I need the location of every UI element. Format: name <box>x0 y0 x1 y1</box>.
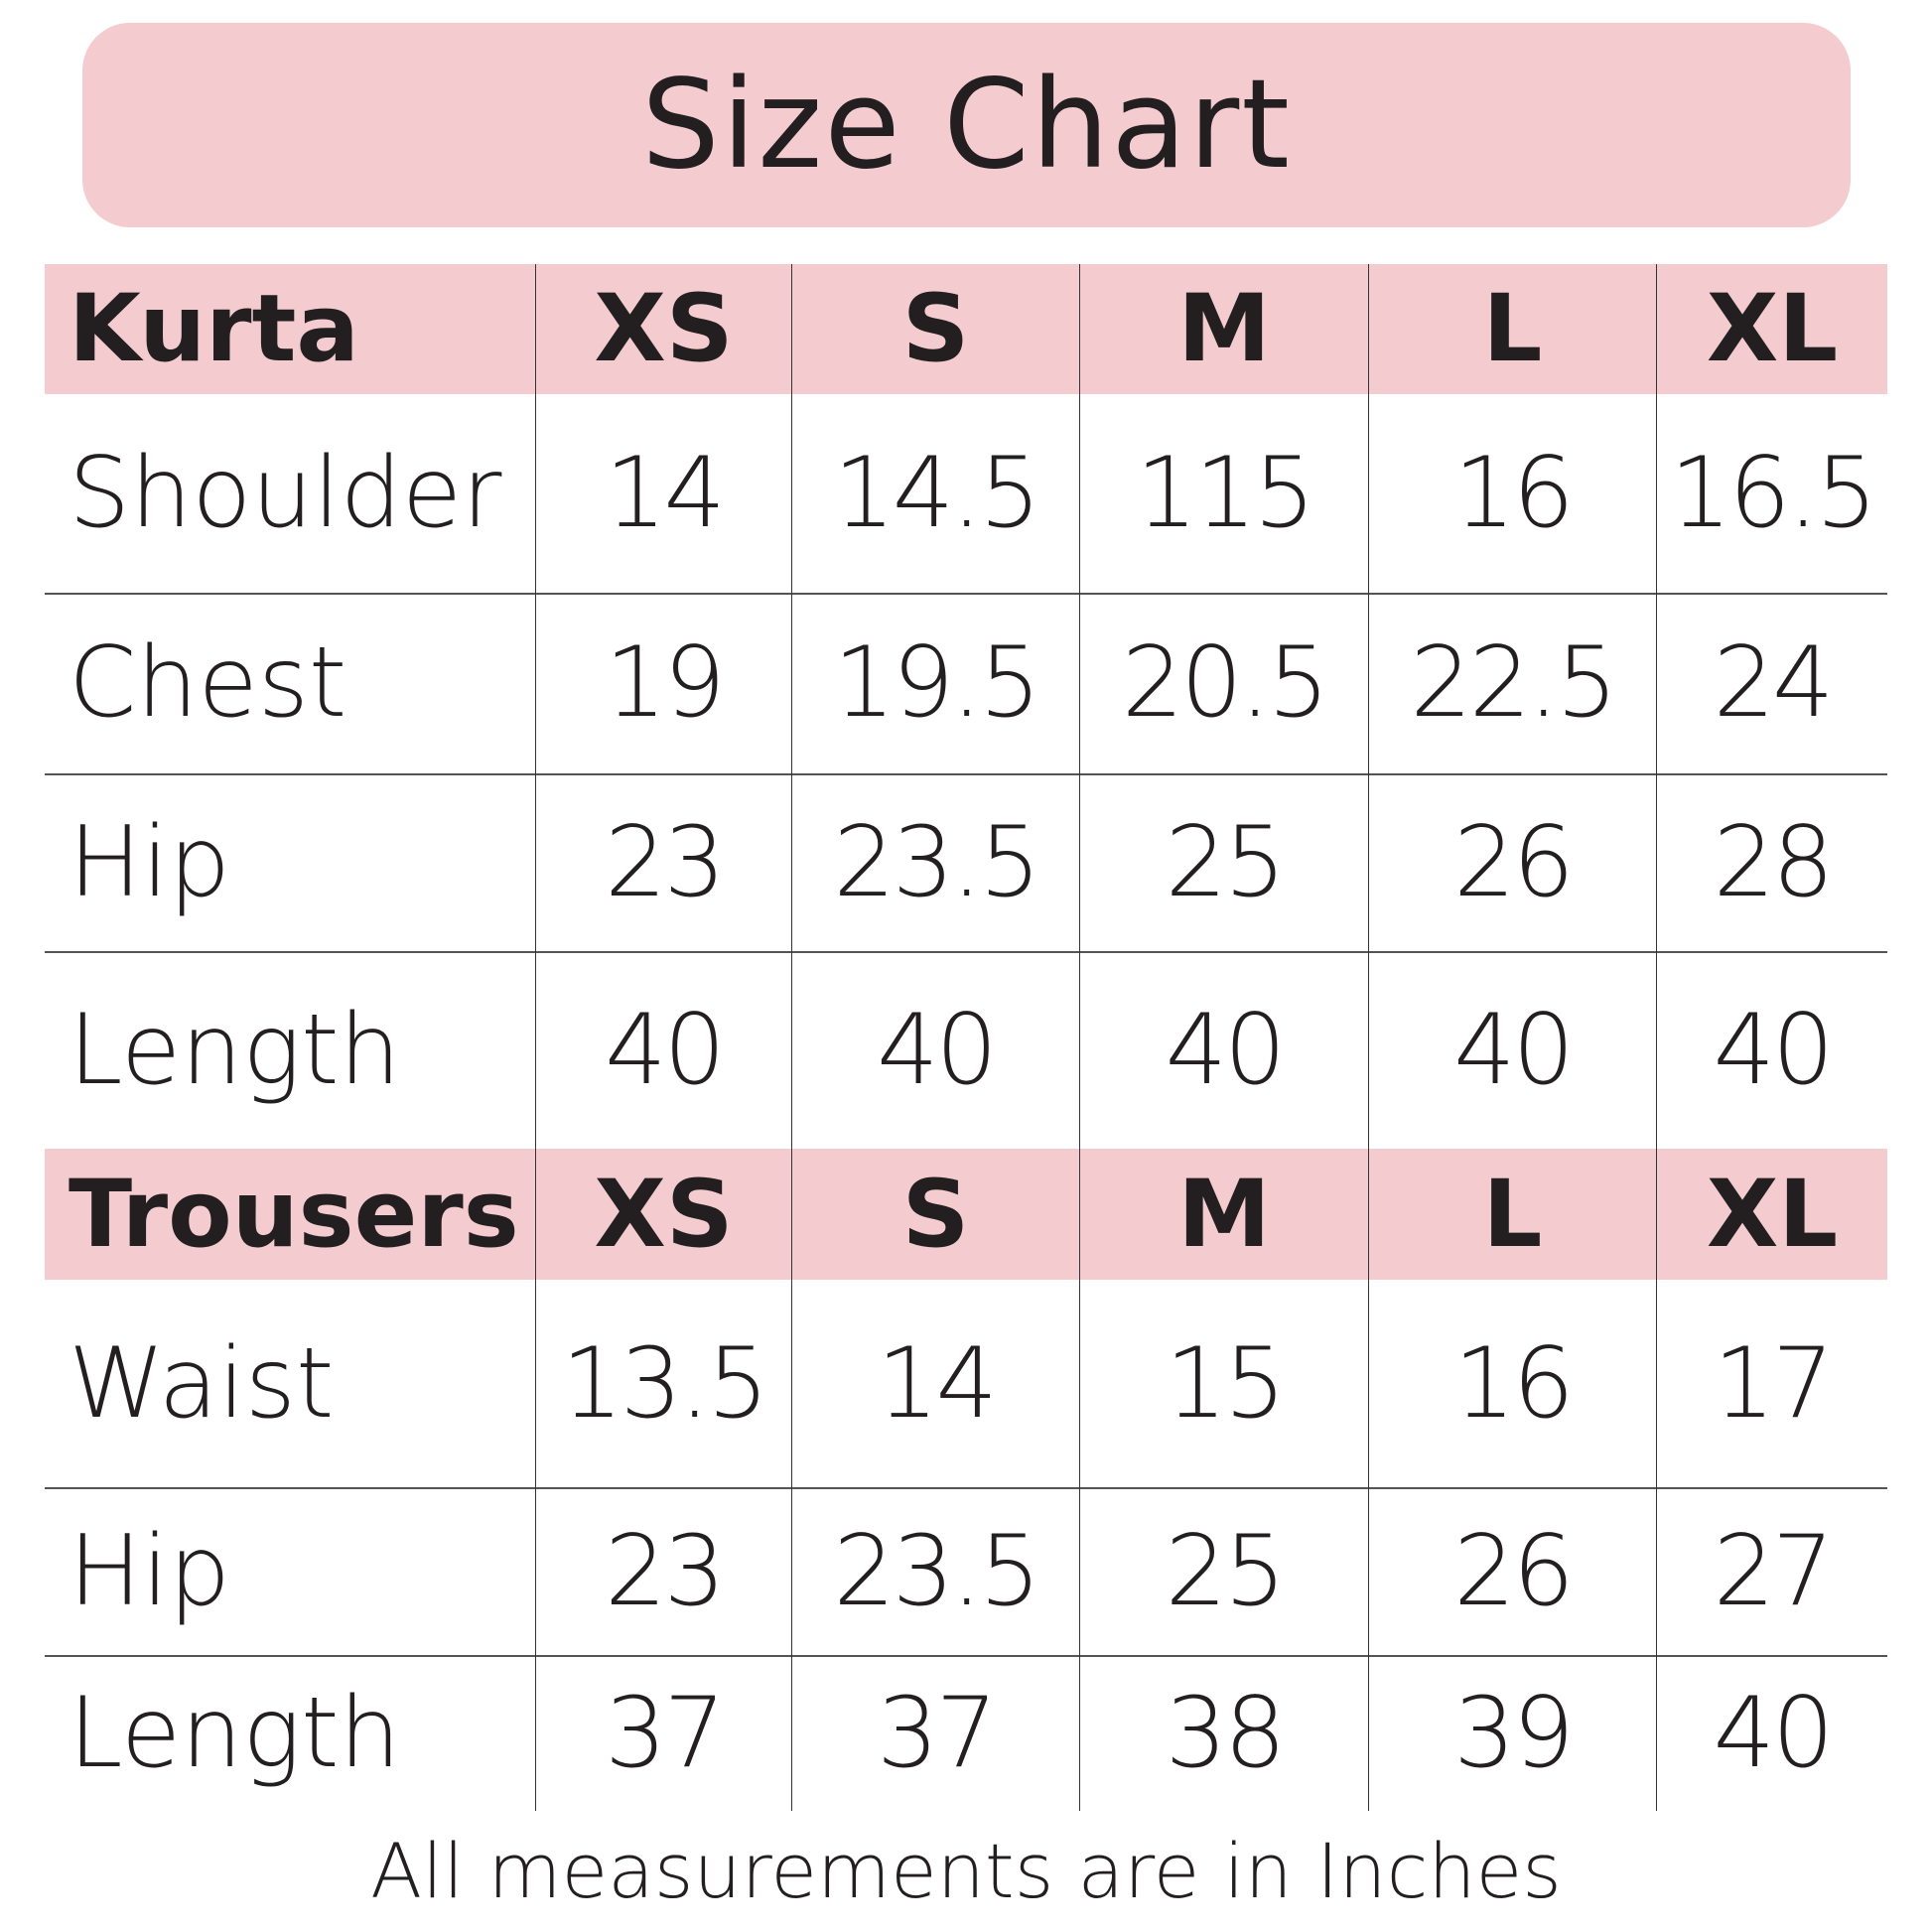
measurement-value: 23 <box>535 1487 791 1655</box>
title-banner: Size Chart <box>82 23 1851 227</box>
measurement-value: 16.5 <box>1656 394 1887 593</box>
measurement-value: 25 <box>1079 773 1368 951</box>
table-row: Length 37 37 38 39 40 <box>45 1655 1887 1811</box>
measurement-note: All measurements are in Inches <box>370 1827 1562 1915</box>
page-title: Size Chart <box>641 54 1292 197</box>
size-header-m: M <box>1079 1149 1368 1280</box>
table-row: Waist 13.5 14 15 16 17 <box>45 1280 1887 1489</box>
measurement-value: 28 <box>1656 773 1887 951</box>
size-header-xs: XS <box>535 264 791 394</box>
size-header-m: M <box>1079 264 1368 394</box>
table-row: Shoulder 14 14.5 115 16 16.5 <box>45 394 1887 595</box>
measurement-value: 24 <box>1656 593 1887 773</box>
table-row: Length 40 40 40 40 40 <box>45 951 1887 1149</box>
section-header-trousers: Trousers XS S M L XL <box>45 1149 1887 1280</box>
size-header-s: S <box>791 1149 1079 1280</box>
section-title: Kurta <box>69 275 359 383</box>
measurement-label: Waist <box>69 1326 335 1441</box>
measurement-value: 16 <box>1368 394 1656 593</box>
measurement-value: 23.5 <box>791 1487 1079 1655</box>
measurement-label: Length <box>69 993 401 1107</box>
measurement-value: 22.5 <box>1368 593 1656 773</box>
measurement-label: Length <box>69 1676 401 1790</box>
measurement-value: 40 <box>1079 951 1368 1149</box>
measurement-value: 26 <box>1368 773 1656 951</box>
measurement-value: 40 <box>535 951 791 1149</box>
size-header-s: S <box>791 264 1079 394</box>
measurement-value: 23 <box>535 773 791 951</box>
section-title: Trousers <box>69 1160 519 1269</box>
measurement-value: 17 <box>1656 1280 1887 1487</box>
measurement-value: 115 <box>1079 394 1368 593</box>
measurement-value: 40 <box>791 951 1079 1149</box>
measurement-value: 16 <box>1368 1280 1656 1487</box>
size-header-xs: XS <box>535 1149 791 1280</box>
measurement-value: 13.5 <box>535 1280 791 1487</box>
table-row: Hip 23 23.5 25 26 27 <box>45 1487 1887 1657</box>
measurement-value: 19 <box>535 593 791 773</box>
measurement-label: Chest <box>69 626 347 740</box>
table-row: Hip 23 23.5 25 26 28 <box>45 773 1887 953</box>
measurement-value: 14.5 <box>791 394 1079 593</box>
table-row: Chest 19 19.5 20.5 22.5 24 <box>45 593 1887 775</box>
measurement-value: 14 <box>535 394 791 593</box>
measurement-value: 15 <box>1079 1280 1368 1487</box>
measurement-value: 40 <box>1368 951 1656 1149</box>
measurement-label: Hip <box>69 1514 231 1628</box>
measurement-value: 26 <box>1368 1487 1656 1655</box>
measurement-label: Shoulder <box>69 437 502 550</box>
measurement-value: 40 <box>1656 1655 1887 1811</box>
size-header-l: L <box>1368 1149 1656 1280</box>
section-header-kurta: Kurta XS S M L XL <box>45 264 1887 394</box>
measurement-label: Hip <box>69 805 231 919</box>
measurement-value: 27 <box>1656 1487 1887 1655</box>
measurement-value: 39 <box>1368 1655 1656 1811</box>
measurement-value: 38 <box>1079 1655 1368 1811</box>
size-header-xl: XL <box>1656 1149 1887 1280</box>
measurement-value: 19.5 <box>791 593 1079 773</box>
size-header-xl: XL <box>1656 264 1887 394</box>
measurement-value: 40 <box>1656 951 1887 1149</box>
measurement-value: 25 <box>1079 1487 1368 1655</box>
measurement-value: 23.5 <box>791 773 1079 951</box>
measurement-value: 14 <box>791 1280 1079 1487</box>
measurement-value: 37 <box>791 1655 1079 1811</box>
measurement-value: 37 <box>535 1655 791 1811</box>
measurement-value: 20.5 <box>1079 593 1368 773</box>
size-header-l: L <box>1368 264 1656 394</box>
